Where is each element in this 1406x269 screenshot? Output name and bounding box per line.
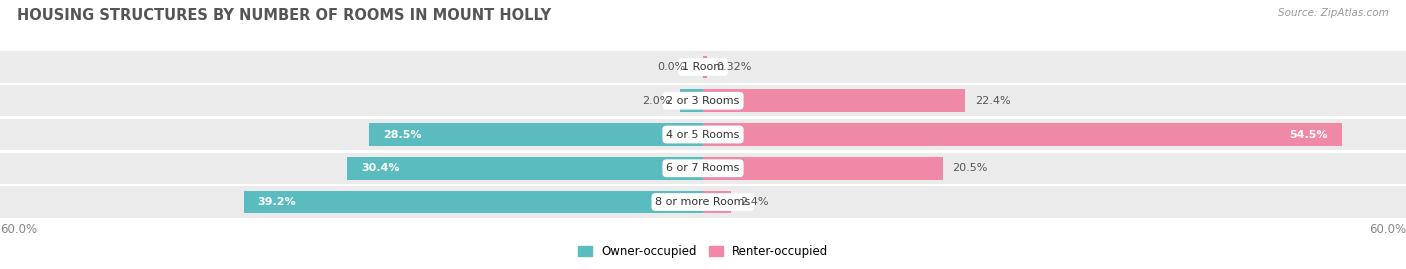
- Legend: Owner-occupied, Renter-occupied: Owner-occupied, Renter-occupied: [572, 240, 834, 263]
- Bar: [368, 123, 703, 146]
- Text: 0.32%: 0.32%: [716, 62, 751, 72]
- Text: 60.0%: 60.0%: [0, 223, 37, 236]
- Bar: [679, 89, 703, 112]
- Text: 0.0%: 0.0%: [657, 62, 686, 72]
- Bar: [703, 190, 731, 214]
- Bar: [0, 51, 1406, 83]
- Bar: [703, 157, 943, 180]
- Text: 20.5%: 20.5%: [953, 163, 988, 173]
- Bar: [0, 186, 1406, 218]
- Bar: [243, 190, 703, 214]
- Text: 28.5%: 28.5%: [382, 129, 422, 140]
- Bar: [0, 119, 1406, 150]
- Text: 2 or 3 Rooms: 2 or 3 Rooms: [666, 96, 740, 106]
- Text: 54.5%: 54.5%: [1289, 129, 1327, 140]
- Text: Source: ZipAtlas.com: Source: ZipAtlas.com: [1278, 8, 1389, 18]
- Text: 4 or 5 Rooms: 4 or 5 Rooms: [666, 129, 740, 140]
- Text: 30.4%: 30.4%: [361, 163, 399, 173]
- Text: HOUSING STRUCTURES BY NUMBER OF ROOMS IN MOUNT HOLLY: HOUSING STRUCTURES BY NUMBER OF ROOMS IN…: [17, 8, 551, 23]
- Text: 2.4%: 2.4%: [741, 197, 769, 207]
- Text: 22.4%: 22.4%: [974, 96, 1011, 106]
- Bar: [703, 123, 1341, 146]
- Text: 2.0%: 2.0%: [641, 96, 671, 106]
- Text: 1 Room: 1 Room: [682, 62, 724, 72]
- Text: 39.2%: 39.2%: [257, 197, 297, 207]
- Bar: [703, 89, 966, 112]
- Bar: [347, 157, 703, 180]
- Text: 8 or more Rooms: 8 or more Rooms: [655, 197, 751, 207]
- Bar: [0, 85, 1406, 116]
- Text: 60.0%: 60.0%: [1369, 223, 1406, 236]
- Bar: [703, 55, 707, 79]
- Bar: [0, 153, 1406, 184]
- Text: 6 or 7 Rooms: 6 or 7 Rooms: [666, 163, 740, 173]
